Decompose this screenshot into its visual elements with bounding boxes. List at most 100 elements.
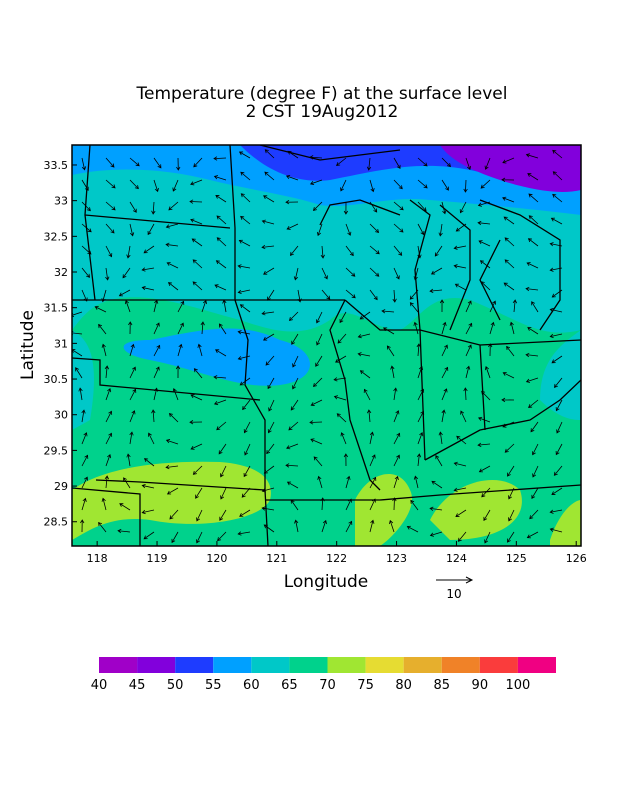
wind-vector xyxy=(215,260,227,269)
field-60 xyxy=(540,330,581,420)
wind-vector xyxy=(310,438,323,445)
wind-vector xyxy=(196,509,203,522)
wind-vector xyxy=(333,395,347,401)
wind-vector xyxy=(261,219,275,225)
wind-vector xyxy=(357,333,371,339)
wind-vector xyxy=(453,487,467,492)
wind-vector xyxy=(196,531,203,544)
wind-vector xyxy=(392,497,397,511)
wind-vector xyxy=(195,487,203,499)
wind-vector xyxy=(480,179,491,189)
wind-vector xyxy=(287,150,299,159)
x-tick-label: 121 xyxy=(266,552,287,565)
colorbar-label: 85 xyxy=(433,678,450,693)
wind-vector xyxy=(81,289,88,302)
wind-vector xyxy=(417,157,428,167)
wind-vector xyxy=(263,195,275,203)
wind-vector xyxy=(292,377,299,390)
wind-vector xyxy=(217,531,227,542)
wind-vector xyxy=(263,524,275,533)
wind-vector xyxy=(172,388,179,401)
wind-vector xyxy=(72,349,83,357)
wind-vector xyxy=(238,239,251,247)
wind-vector xyxy=(129,201,137,213)
wind-vector xyxy=(261,311,275,316)
wind-vector xyxy=(416,453,422,467)
x-axis-label: Longitude xyxy=(284,572,369,592)
wind-vector xyxy=(309,420,323,425)
wind-vector xyxy=(455,223,467,232)
colorbar-swatch xyxy=(213,657,252,673)
wind-vector xyxy=(333,377,347,382)
wind-vector xyxy=(197,343,203,357)
wind-vector xyxy=(98,323,107,335)
wind-vector xyxy=(478,465,491,473)
wind-vector xyxy=(78,387,83,401)
wind-vector xyxy=(528,215,539,225)
wind-vector xyxy=(239,304,251,313)
wind-vector xyxy=(101,289,107,303)
wind-vector xyxy=(429,531,443,537)
wind-vector xyxy=(484,365,491,379)
wind-vector xyxy=(190,218,203,225)
wind-vector xyxy=(502,196,515,203)
wind-vector xyxy=(176,157,181,171)
wind-vector xyxy=(429,506,443,511)
wind-vector xyxy=(507,531,515,543)
wind-vector xyxy=(525,377,539,383)
wind-vector xyxy=(81,497,87,511)
wind-vector xyxy=(503,282,515,291)
wind-vector xyxy=(129,410,136,423)
wind-vector xyxy=(141,509,155,515)
wind-vector xyxy=(549,509,563,514)
wind-vector xyxy=(363,388,371,401)
wind-vector xyxy=(369,245,380,255)
wind-vector xyxy=(286,481,299,489)
wind-vector xyxy=(166,262,179,269)
wind-vector xyxy=(484,157,491,170)
wind-vector xyxy=(479,260,491,269)
wind-vector xyxy=(477,220,491,226)
wind-vector xyxy=(357,352,371,357)
wind-vector xyxy=(508,509,515,522)
wind-vector xyxy=(310,399,323,406)
wind-vector xyxy=(417,432,424,445)
wind-vector xyxy=(312,201,323,212)
wind-vector xyxy=(438,431,443,445)
wind-vector xyxy=(117,528,131,534)
wind-vector xyxy=(554,377,563,388)
wind-vector xyxy=(267,289,275,301)
wind-vector xyxy=(417,410,425,423)
wind-vector xyxy=(166,487,179,495)
wind-vector xyxy=(153,387,159,401)
wind-vector xyxy=(105,223,115,234)
wind-vector xyxy=(200,321,205,335)
colorbar-label: 45 xyxy=(129,678,146,693)
colorbar-swatch xyxy=(251,657,290,673)
wind-vector xyxy=(393,387,398,401)
wind-vector xyxy=(147,223,155,236)
wind-vector xyxy=(339,311,347,324)
wind-vector xyxy=(556,421,563,434)
wind-vector xyxy=(465,365,471,379)
wind-vector xyxy=(506,345,515,357)
wind-vector xyxy=(393,454,400,467)
wind-vector xyxy=(393,201,404,211)
wind-vector xyxy=(320,245,325,259)
wind-vector xyxy=(129,223,135,237)
wind-vector xyxy=(345,289,356,299)
wind-vector xyxy=(153,179,159,193)
wind-vector xyxy=(553,465,563,476)
map-frame xyxy=(71,144,582,547)
wind-vector xyxy=(489,300,496,313)
wind-vector xyxy=(81,245,92,255)
wind-vector xyxy=(153,366,160,379)
colorbar-label: 60 xyxy=(243,678,260,693)
wind-vector xyxy=(393,179,403,190)
axes: 118 119 120 121 122 123 124 125 126 28.5 29 29.5 30 3… xyxy=(44,159,587,565)
wind-vector xyxy=(393,245,403,256)
wind-vector xyxy=(317,475,323,489)
wind-vector xyxy=(417,179,428,189)
wind-vector xyxy=(126,245,131,259)
colorbar-swatch xyxy=(175,657,214,673)
